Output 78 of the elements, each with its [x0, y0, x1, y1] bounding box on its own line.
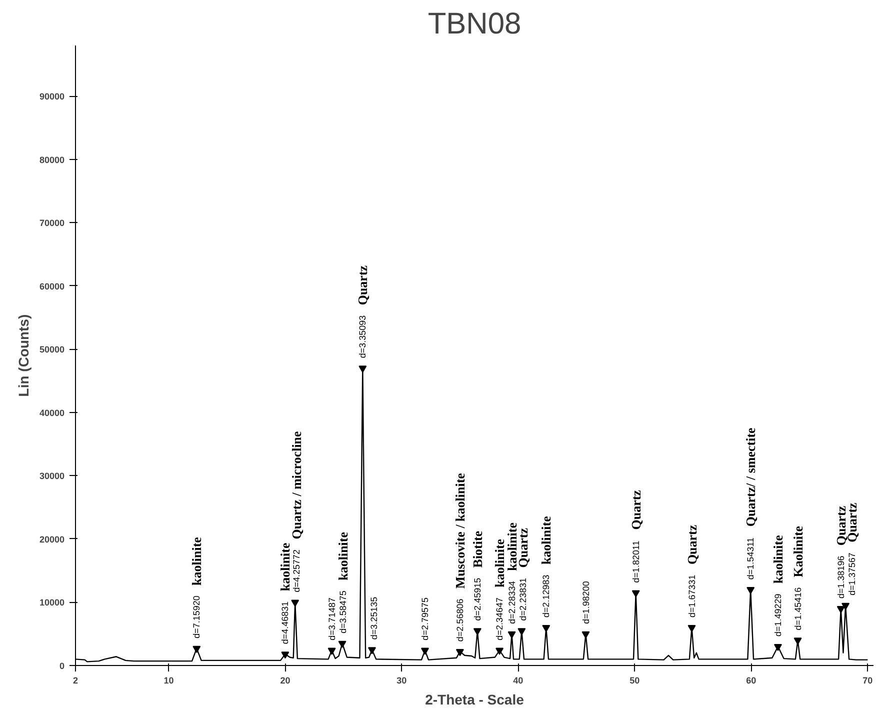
point	[473, 628, 482, 636]
point	[496, 648, 504, 655]
point	[508, 631, 516, 638]
y-tick-label: 40000	[39, 408, 65, 418]
chart-title: TBN08	[428, 8, 522, 40]
annotation: d=1.82011	[630, 540, 641, 583]
point	[456, 649, 464, 656]
point	[542, 625, 550, 632]
annotation: Quartz/ / smectite	[743, 427, 758, 527]
annotation: d=1.67331	[686, 574, 697, 618]
annotation: d=2.45915	[472, 578, 482, 621]
x-tick-label: 30	[396, 676, 407, 686]
annotation: d=2.56806	[454, 598, 465, 642]
annotation: d=4.25772	[291, 549, 302, 592]
annotation: kaolinite	[770, 534, 786, 584]
point	[842, 602, 850, 610]
annotation: d=7.15920	[192, 596, 202, 638]
point	[774, 644, 782, 652]
annotation: kaolinite	[189, 536, 204, 586]
annotation: d=4.46831	[280, 601, 290, 644]
y-tick-label: 60000	[39, 281, 65, 292]
annotation: d=1.98200	[580, 581, 591, 624]
x-tick-label: 2	[72, 676, 78, 686]
y-axis-title: Lin (Counts)	[15, 314, 32, 397]
x-tick-label: 70	[862, 676, 873, 686]
y-tick-label: 80000	[39, 154, 65, 165]
y-tick-label: 90000	[39, 92, 65, 102]
annotation: d=1.45416	[792, 587, 803, 630]
x-tick-label: 40	[513, 676, 524, 686]
y-tick-label: 30000	[39, 471, 65, 482]
annotation: Quartz / microcline	[288, 430, 304, 540]
x-tick-label: 60	[746, 676, 756, 686]
point	[518, 628, 526, 636]
x-tick-label: 20	[280, 676, 290, 686]
annotation: kaolinite	[335, 532, 350, 580]
annotation: d=3.25135	[368, 596, 379, 640]
y-tick-label: 70000	[39, 218, 65, 228]
annotation: d=2.79575	[420, 598, 430, 640]
annotation: d=3.71487	[326, 598, 337, 640]
x-tick-label: 10	[164, 676, 174, 686]
annotation: d=2.28334	[506, 581, 517, 624]
point	[632, 590, 640, 598]
x-tick-label: 50	[630, 676, 640, 686]
annotation: d=2.34647	[494, 598, 505, 640]
point	[746, 587, 755, 594]
annotation: d=1.49229	[772, 594, 783, 637]
point	[192, 646, 201, 653]
annotation: Quartz	[355, 265, 370, 306]
annotation: d=1.37567	[846, 552, 857, 596]
point	[338, 640, 346, 648]
annotation: d=1.54311	[746, 537, 756, 580]
point	[420, 648, 429, 655]
annotation: d=1.38196	[836, 556, 846, 599]
point	[358, 366, 367, 373]
annotation: d=3.35093	[358, 315, 368, 358]
annotation: d=2.23831	[518, 578, 528, 621]
y-tick-label: 0	[59, 661, 65, 671]
annotation: Muscovite / kaolinite	[452, 472, 468, 589]
annotation: d=2.12983	[541, 574, 552, 618]
point	[836, 606, 845, 614]
x-axis-title: 2-Theta - Scale	[425, 692, 524, 708]
annotation: kaolinite	[538, 516, 554, 565]
y-tick-label: 50000	[39, 344, 65, 355]
y-tick-label: 20000	[39, 534, 65, 544]
annotation: d=3.58475	[338, 590, 348, 634]
y-tick-label: 10000	[39, 598, 65, 608]
point	[328, 648, 336, 655]
annotation: kaolinite	[278, 542, 293, 592]
point	[582, 631, 590, 638]
annotation: Kaolinite	[790, 526, 806, 578]
annotation: Quartz	[628, 490, 644, 530]
point	[291, 600, 300, 607]
point	[368, 647, 376, 654]
point	[794, 638, 802, 645]
point	[281, 652, 290, 659]
annotation: Biotite	[470, 530, 485, 568]
point	[688, 625, 696, 632]
annotation: Quartz	[684, 524, 700, 565]
